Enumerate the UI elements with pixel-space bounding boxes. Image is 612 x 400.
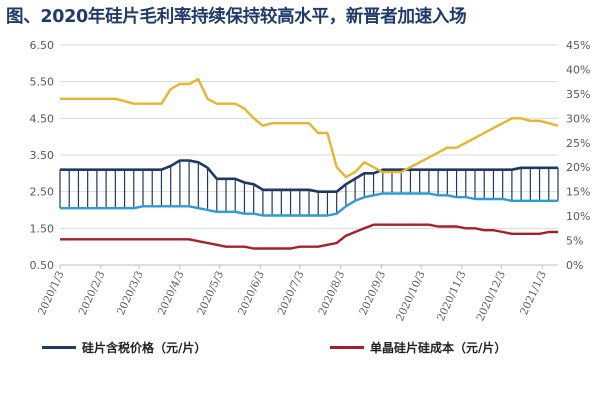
series-line-0 (60, 159, 558, 193)
legend-item-price: 硅片含税价格（元/片） (42, 337, 206, 357)
x-tick-label: 2020/8/3 (317, 269, 348, 317)
x-tick-label: 2020/7/3 (276, 269, 307, 317)
y-left-tick-label: 5.50 (30, 76, 55, 89)
y-right-tick-label: 5% (566, 235, 583, 248)
x-tick-label: 2020/3/3 (115, 269, 146, 317)
x-tick-label: 2020/5/3 (195, 269, 226, 317)
y-left-tick-label: 4.50 (30, 112, 55, 125)
y-left-tick-label: 1.50 (30, 222, 55, 235)
chart-title: 图、2020年硅片毛利率持续保持较高水平，新晋者加速入场 (6, 7, 467, 27)
series-lines (60, 77, 559, 250)
x-tick-label: 2020/10/3 (394, 269, 428, 323)
x-tick-label: 2020/2/3 (77, 269, 108, 317)
x-tick-label: 2020/9/3 (357, 269, 388, 317)
y-left-tick-label: 2.50 (30, 186, 55, 199)
y-left-tick-label: 3.50 (30, 149, 55, 162)
y-right-tick-label: 45% (566, 39, 590, 52)
legend-label-cost: 单晶硅片硅成本（元/片） (370, 340, 507, 355)
y-axis-left: 0.50 1.50 2.50 3.50 4.50 5.50 6.50 (30, 39, 55, 272)
x-tick-label: 2020/11/3 (435, 269, 469, 323)
legend-swatch-cost (330, 345, 364, 349)
y-right-tick-label: 20% (566, 161, 590, 174)
y-right-tick-label: 25% (566, 137, 590, 150)
y-right-tick-label: 0% (566, 259, 583, 272)
x-tick-label: 2020/6/3 (236, 269, 267, 317)
x-tick-label: 2020/1/3 (36, 269, 67, 317)
y-axis-right: 0% 5% 10% 15% 20% 25% 30% 35% 40% 45% (566, 39, 590, 272)
y-right-tick-label: 15% (566, 186, 590, 199)
grid-lines (60, 44, 558, 266)
series-line-1 (60, 223, 558, 250)
y-right-tick-label: 10% (566, 210, 590, 223)
margin-hatch (59, 160, 559, 216)
y-right-tick-label: 40% (566, 63, 590, 76)
y-left-tick-label: 6.50 (30, 39, 55, 52)
series-line-3 (60, 77, 559, 179)
y-right-tick-label: 30% (566, 112, 590, 125)
x-tick-label: 2020/12/3 (474, 269, 508, 323)
x-tick-label: 2020/4/3 (156, 269, 187, 317)
series-line-2 (60, 192, 558, 217)
x-tick-label: 2021/1/3 (518, 269, 549, 317)
y-left-tick-label: 0.50 (30, 259, 55, 272)
y-right-tick-label: 35% (566, 88, 590, 101)
legend-item-cost: 单晶硅片硅成本（元/片） (330, 337, 506, 357)
legend-label-price: 硅片含税价格（元/片） (82, 340, 207, 355)
legend-swatch-price (42, 345, 76, 349)
x-axis: 2020/1/3 2020/2/3 2020/3/3 2020/4/3 2020/5/3… (36, 264, 558, 323)
